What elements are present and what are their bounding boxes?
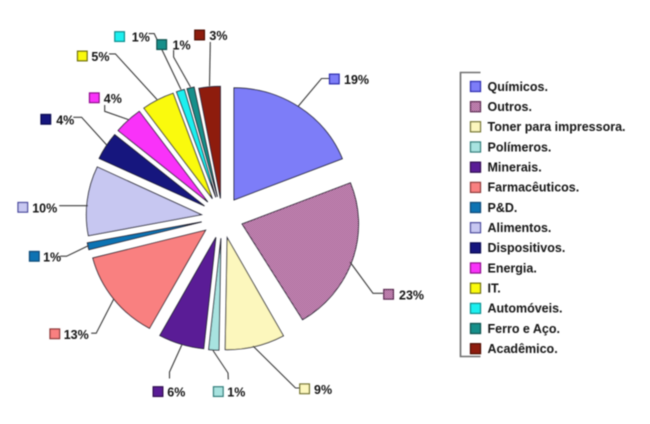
svg-text:1%: 1% xyxy=(227,386,245,400)
svg-text:1%: 1% xyxy=(43,250,61,264)
svg-text:3%: 3% xyxy=(209,29,227,43)
svg-text:Alimentos.: Alimentos. xyxy=(488,221,552,235)
svg-text:Polímeros.: Polímeros. xyxy=(488,140,552,154)
svg-text:Acadêmico.: Acadêmico. xyxy=(488,342,558,356)
svg-text:19%: 19% xyxy=(344,73,369,87)
svg-text:Outros.: Outros. xyxy=(488,100,532,114)
svg-text:5%: 5% xyxy=(91,50,109,64)
svg-text:1%: 1% xyxy=(173,39,191,53)
svg-text:IT.: IT. xyxy=(488,282,501,296)
svg-text:Ferro e Aço.: Ferro e Aço. xyxy=(488,322,560,336)
svg-text:1%: 1% xyxy=(132,31,150,45)
svg-text:Dispositivos.: Dispositivos. xyxy=(488,241,566,255)
svg-text:4%: 4% xyxy=(56,113,74,127)
svg-text:13%: 13% xyxy=(64,328,89,342)
svg-text:Farmacêuticos.: Farmacêuticos. xyxy=(488,181,580,195)
svg-text:23%: 23% xyxy=(399,288,424,302)
svg-text:Químicos.: Químicos. xyxy=(488,80,548,94)
svg-text:6%: 6% xyxy=(167,386,185,400)
svg-text:P&D.: P&D. xyxy=(488,201,518,215)
svg-text:Toner para impressora.: Toner para impressora. xyxy=(488,120,626,134)
svg-text:4%: 4% xyxy=(104,92,122,106)
svg-text:10%: 10% xyxy=(32,201,57,215)
svg-text:Energia.: Energia. xyxy=(488,261,537,275)
svg-text:9%: 9% xyxy=(314,383,332,397)
svg-text:Automóveis.: Automóveis. xyxy=(488,302,563,316)
svg-text:Minerais.: Minerais. xyxy=(488,161,542,175)
